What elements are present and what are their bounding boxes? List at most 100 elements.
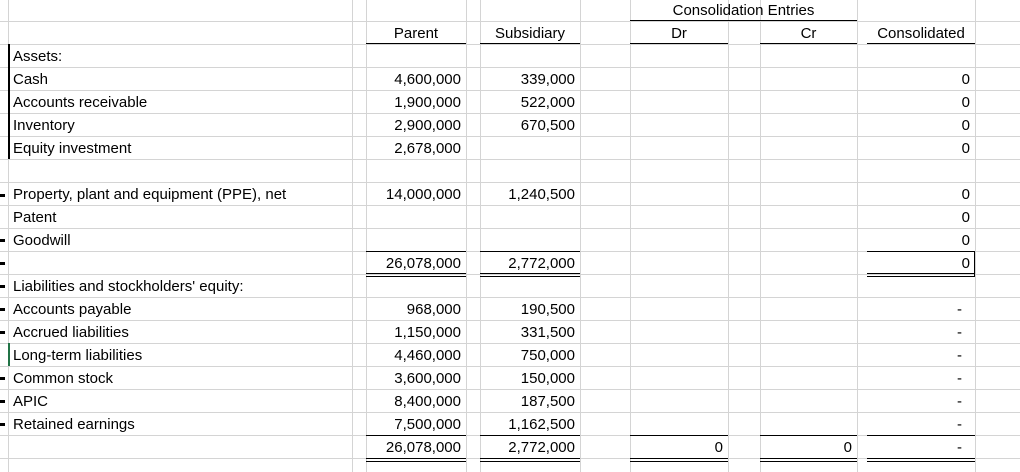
parent-ltl[interactable]: 4,460,000 [394,347,461,364]
header-underline [366,43,466,44]
cons-common[interactable]: - [957,370,962,387]
gridline [0,21,1020,22]
parent-ap[interactable]: 968,000 [406,301,461,318]
label-accounts-receivable[interactable]: Accounts receivable [13,94,148,111]
label-goodwill[interactable]: Goodwill [13,232,71,249]
header-underline [630,43,728,44]
parent-total-assets[interactable]: 26,078,000 [385,255,461,272]
cons-equity-investment[interactable]: 0 [961,140,970,157]
selection-border [8,44,10,159]
parent-cash[interactable]: 4,600,000 [394,71,461,88]
gridline [0,67,1020,68]
gridline [0,412,1020,413]
gridline [0,182,1020,183]
sub-common[interactable]: 150,000 [520,370,575,387]
selection-border [8,343,10,366]
header-underline [760,43,857,44]
header-parent[interactable]: Parent [393,25,439,42]
cons-accrued[interactable]: - [957,324,962,341]
label-liabilities-header[interactable]: Liabilities and stockholders' equity: [13,278,244,295]
dr-total[interactable]: 0 [714,439,723,456]
cr-total[interactable]: 0 [843,439,852,456]
gridline [8,0,9,472]
cons-patent[interactable]: 0 [961,209,970,226]
sub-accrued[interactable]: 331,500 [520,324,575,341]
label-common-stock[interactable]: Common stock [13,370,114,387]
cons-total-assets[interactable]: 0 [961,255,970,272]
label-assets[interactable]: Assets: [13,48,63,65]
label-cash[interactable]: Cash [13,71,49,88]
header-dr[interactable]: Dr [671,25,687,42]
header-subsidiary[interactable]: Subsidiary [494,25,566,42]
sub-total-assets[interactable]: 2,772,000 [508,255,575,272]
cons-ltl[interactable]: - [957,347,962,364]
parent-accrued[interactable]: 1,150,000 [394,324,461,341]
cons-ppe[interactable]: 0 [961,186,970,203]
cons-ar[interactable]: 0 [961,94,970,111]
label-ppe[interactable]: Property, plant and equipment (PPE), net [13,186,287,203]
cons-re[interactable]: - [957,416,962,433]
total-double-underline [366,273,466,277]
cons-total-le[interactable]: - [957,439,962,456]
label-apic[interactable]: APIC [13,393,49,410]
gridline [0,136,1020,137]
sub-ar[interactable]: 522,000 [520,94,575,111]
header-consolidation-entries[interactable]: Consolidation Entries [672,2,815,19]
parent-ar[interactable]: 1,900,000 [394,94,461,111]
gridline [0,389,1020,390]
cons-apic[interactable]: - [957,393,962,410]
sub-ap[interactable]: 190,500 [520,301,575,318]
gridline [0,90,1020,91]
total-top-border [480,435,580,436]
label-accrued-liabilities[interactable]: Accrued liabilities [13,324,129,341]
gridline [480,0,481,472]
total-top-border [760,435,857,436]
sub-ltl[interactable]: 750,000 [520,347,575,364]
label-retained-earnings[interactable]: Retained earnings [13,416,135,433]
edge-mark [0,423,5,426]
sub-total-le[interactable]: 2,772,000 [508,439,575,456]
edge-mark [0,377,5,380]
total-double-underline [630,458,728,462]
parent-equity-investment[interactable]: 2,678,000 [394,140,461,157]
header-cr[interactable]: Cr [800,25,817,42]
label-patent[interactable]: Patent [13,209,57,226]
parent-ppe[interactable]: 14,000,000 [385,186,461,203]
parent-total-le[interactable]: 26,078,000 [385,439,461,456]
sub-re[interactable]: 1,162,500 [508,416,575,433]
parent-apic[interactable]: 8,400,000 [394,393,461,410]
label-accounts-payable[interactable]: Accounts payable [13,301,132,318]
label-long-term-liabilities[interactable]: Long-term liabilities [13,347,143,364]
parent-re[interactable]: 7,500,000 [394,416,461,433]
total-top-border [867,251,975,252]
gridline [0,366,1020,367]
sub-inventory[interactable]: 670,500 [520,117,575,134]
sub-apic[interactable]: 187,500 [520,393,575,410]
header-underline [480,43,580,44]
total-top-border [867,435,975,436]
cons-ap[interactable]: - [957,301,962,318]
parent-common[interactable]: 3,600,000 [394,370,461,387]
header-consolidated[interactable]: Consolidated [877,25,965,42]
cons-cash[interactable]: 0 [961,71,970,88]
label-inventory[interactable]: Inventory [13,117,75,134]
edge-mark [0,239,5,242]
gridline [0,44,1020,45]
edge-mark [0,331,5,334]
sub-ppe[interactable]: 1,240,500 [508,186,575,203]
cons-goodwill[interactable]: 0 [961,232,970,249]
total-top-border [630,435,728,436]
gridline [366,0,367,472]
gridline [857,0,858,472]
gridline [0,205,1020,206]
total-double-underline [867,458,975,462]
label-equity-investment[interactable]: Equity investment [13,140,132,157]
gridline [0,274,1020,275]
cons-inventory[interactable]: 0 [961,117,970,134]
sub-cash[interactable]: 339,000 [520,71,575,88]
parent-inventory[interactable]: 2,900,000 [394,117,461,134]
header-underline [630,20,857,21]
total-top-border [366,435,466,436]
header-underline [867,43,975,44]
